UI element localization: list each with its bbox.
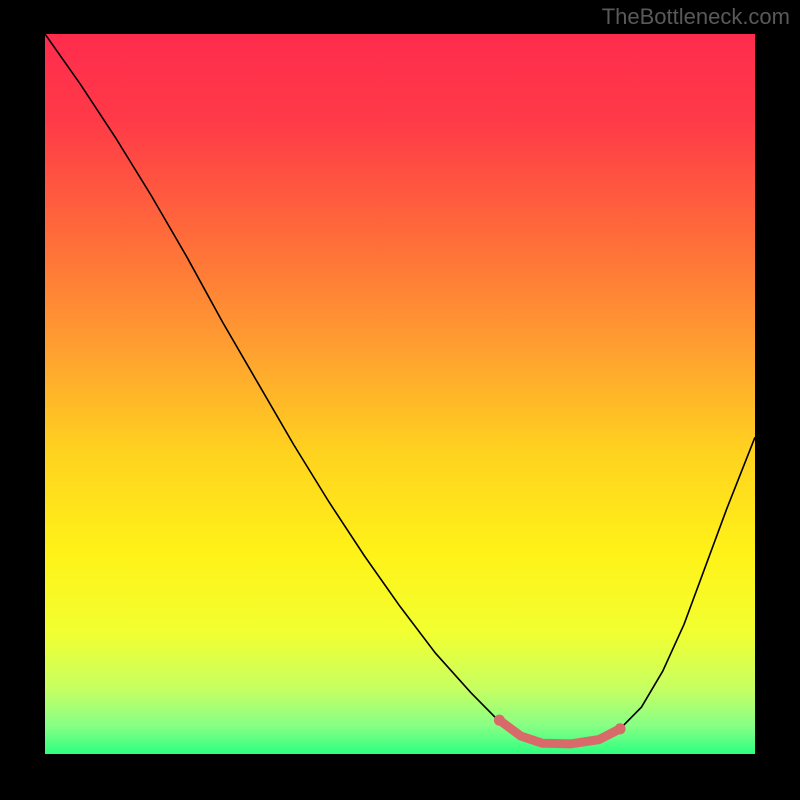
watermark-text: TheBottleneck.com	[602, 4, 790, 30]
highlight-endpoint-marker	[494, 715, 505, 726]
highlight-endpoint-marker	[615, 723, 626, 734]
chart-svg	[45, 34, 755, 754]
plot-area	[45, 34, 755, 754]
chart-frame: TheBottleneck.com	[0, 0, 800, 800]
gradient-background	[45, 34, 755, 754]
